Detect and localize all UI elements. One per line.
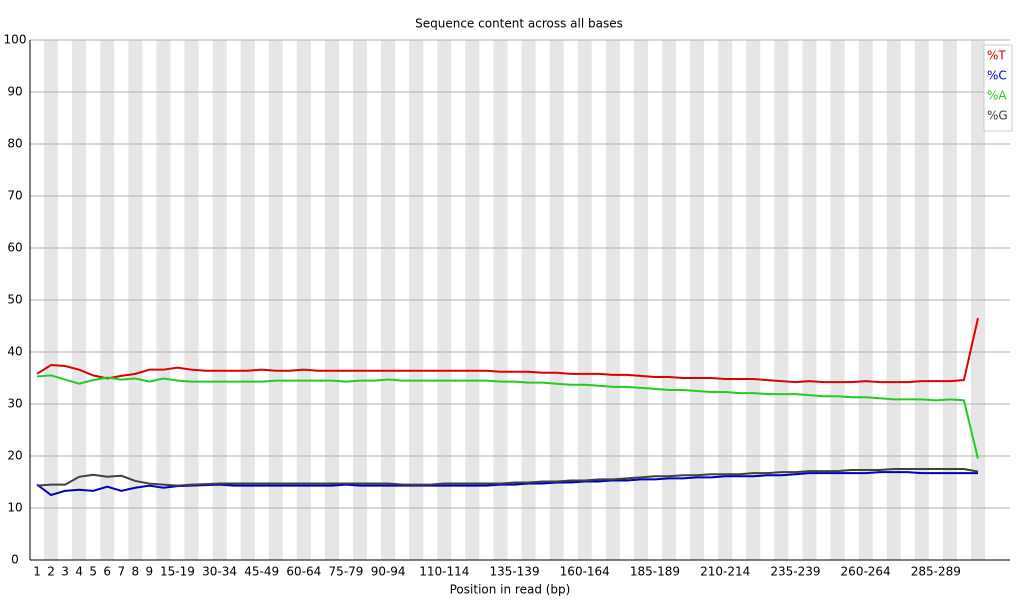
y-tick-label: 50: [7, 293, 22, 307]
y-tick-label: 10: [7, 501, 22, 515]
x-tick-label: 30-34: [202, 565, 237, 579]
series-line: [36, 374, 979, 459]
series-line: [36, 317, 979, 384]
x-tick-label: 285-289: [911, 565, 961, 579]
x-tick-label: 235-239: [770, 565, 820, 579]
x-tick-label: 8: [132, 565, 140, 579]
legend-entry: %T: [987, 49, 1006, 63]
legend-entry: %G: [987, 109, 1008, 123]
x-tick-label: 1: [33, 565, 41, 579]
y-tick-label: 100: [4, 33, 27, 47]
legend-box: [983, 44, 1013, 132]
legend-entry: %A: [987, 89, 1007, 103]
y-tick-label: 80: [7, 137, 22, 151]
x-tick-label: 2: [47, 565, 55, 579]
y-tick-label: 90: [7, 85, 22, 99]
x-tick-label: 90-94: [371, 565, 406, 579]
y-tick-label: 20: [7, 449, 22, 463]
x-tick-label: 75-79: [329, 565, 364, 579]
x-tick-label: 160-164: [560, 565, 610, 579]
x-tick-label: 4: [75, 565, 83, 579]
series-line: [36, 471, 978, 497]
x-tick-label: 260-264: [841, 565, 891, 579]
x-tick-label: 60-64: [286, 565, 321, 579]
x-tick-label: 7: [117, 565, 125, 579]
y-tick-label: 60: [7, 241, 22, 255]
x-tick-label: 9: [146, 565, 154, 579]
x-axis-label: Position in read (bp): [450, 583, 571, 597]
chart-title: Sequence content across all bases: [415, 17, 623, 31]
x-tick-label: 110-114: [419, 565, 469, 579]
y-tick-label: 0: [11, 553, 19, 567]
x-tick-label: 6: [103, 565, 111, 579]
x-tick-label: 185-189: [630, 565, 680, 579]
legend-entry: %C: [987, 69, 1007, 83]
x-tick-label: 210-214: [700, 565, 750, 579]
y-tick-label: 70: [7, 189, 22, 203]
x-tick-label: 3: [61, 565, 69, 579]
y-tick-label: 30: [7, 397, 22, 411]
x-tick-label: 5: [89, 565, 97, 579]
series-line: [36, 468, 979, 487]
x-tick-label: 45-49: [244, 565, 279, 579]
x-tick-label: 15-19: [160, 565, 195, 579]
y-tick-label: 40: [7, 345, 22, 359]
x-tick-label: 135-139: [489, 565, 539, 579]
